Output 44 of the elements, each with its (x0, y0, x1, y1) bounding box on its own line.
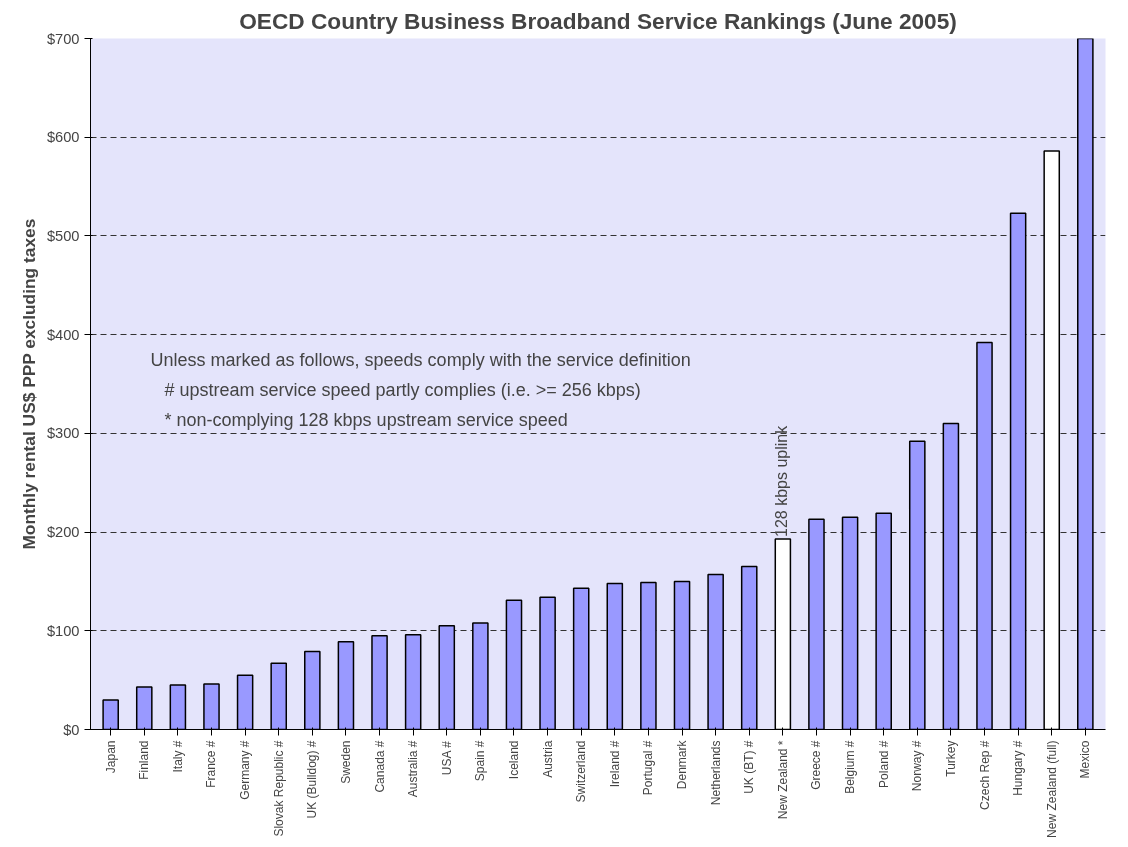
annotation: # upstream service speed partly complies (i.e. >= 256 kbps) (164, 379, 641, 400)
x-tick-label: Germany # (238, 740, 253, 800)
x-tick-label: Belgium # (843, 740, 858, 794)
x-tick-label: Japan (103, 740, 118, 774)
x-tick-label: New Zealand * (775, 740, 790, 820)
y-tick-label: $100 (46, 622, 80, 639)
x-tick-label: Slovak Republic # (271, 740, 286, 837)
y-tick-label: $600 (46, 129, 80, 146)
x-tick-label: Norway # (910, 740, 925, 792)
x-tick-label: Sweden (338, 740, 353, 784)
chart-title: OECD Country Business Broadband Service Rankings (June 2005) (239, 7, 957, 34)
x-tick-label: Portugal # (641, 740, 656, 796)
x-tick-label: UK (BT) # (742, 740, 757, 794)
x-tick-label: Netherlands (708, 740, 723, 806)
x-tick-label: France # (204, 740, 219, 788)
x-tick-label: Switzerland (574, 740, 589, 803)
x-tick-label: New Zealand (full) (1044, 740, 1059, 838)
y-tick-label: $700 (46, 30, 80, 47)
x-tick-label: Ireland # (607, 740, 622, 788)
annotation: * non-complying 128 kbps upstream service speed (164, 409, 568, 430)
y-axis-title: Monthly rental US$ PPP excluding taxes (18, 218, 39, 550)
y-tick-label: $300 (46, 425, 80, 442)
y-tick-label: $400 (46, 326, 80, 343)
x-tick-label: Denmark (675, 739, 690, 790)
annotation: 128 kbps uplink (772, 424, 790, 537)
x-tick-label: UK (Bulldog) # (305, 740, 320, 819)
x-tick-label: Poland # (876, 740, 891, 788)
x-tick-label: Australia # (406, 740, 421, 798)
x-tick-label: Mexico (1078, 740, 1093, 779)
x-tick-label: Iceland (506, 740, 521, 780)
x-tick-label: Greece # (809, 740, 824, 790)
x-tick-label: Hungary # (1011, 740, 1026, 796)
x-tick-label: Spain # (473, 740, 488, 782)
x-tick-label: Austria (540, 740, 555, 778)
annotation: Unless marked as follows, speeds comply with the service definition (150, 349, 691, 370)
y-tick-label: $500 (46, 227, 80, 244)
x-tick-label: Italy # (170, 740, 185, 773)
y-tick-label: $0 (63, 721, 80, 738)
x-tick-label: USA # (439, 740, 454, 776)
x-tick-label: Finland (137, 740, 152, 780)
x-tick-label: Turkey (943, 740, 958, 777)
y-tick-label: $200 (46, 524, 80, 541)
x-tick-label: Canada # (372, 740, 387, 793)
x-tick-label: Czech Rep # (977, 740, 992, 810)
